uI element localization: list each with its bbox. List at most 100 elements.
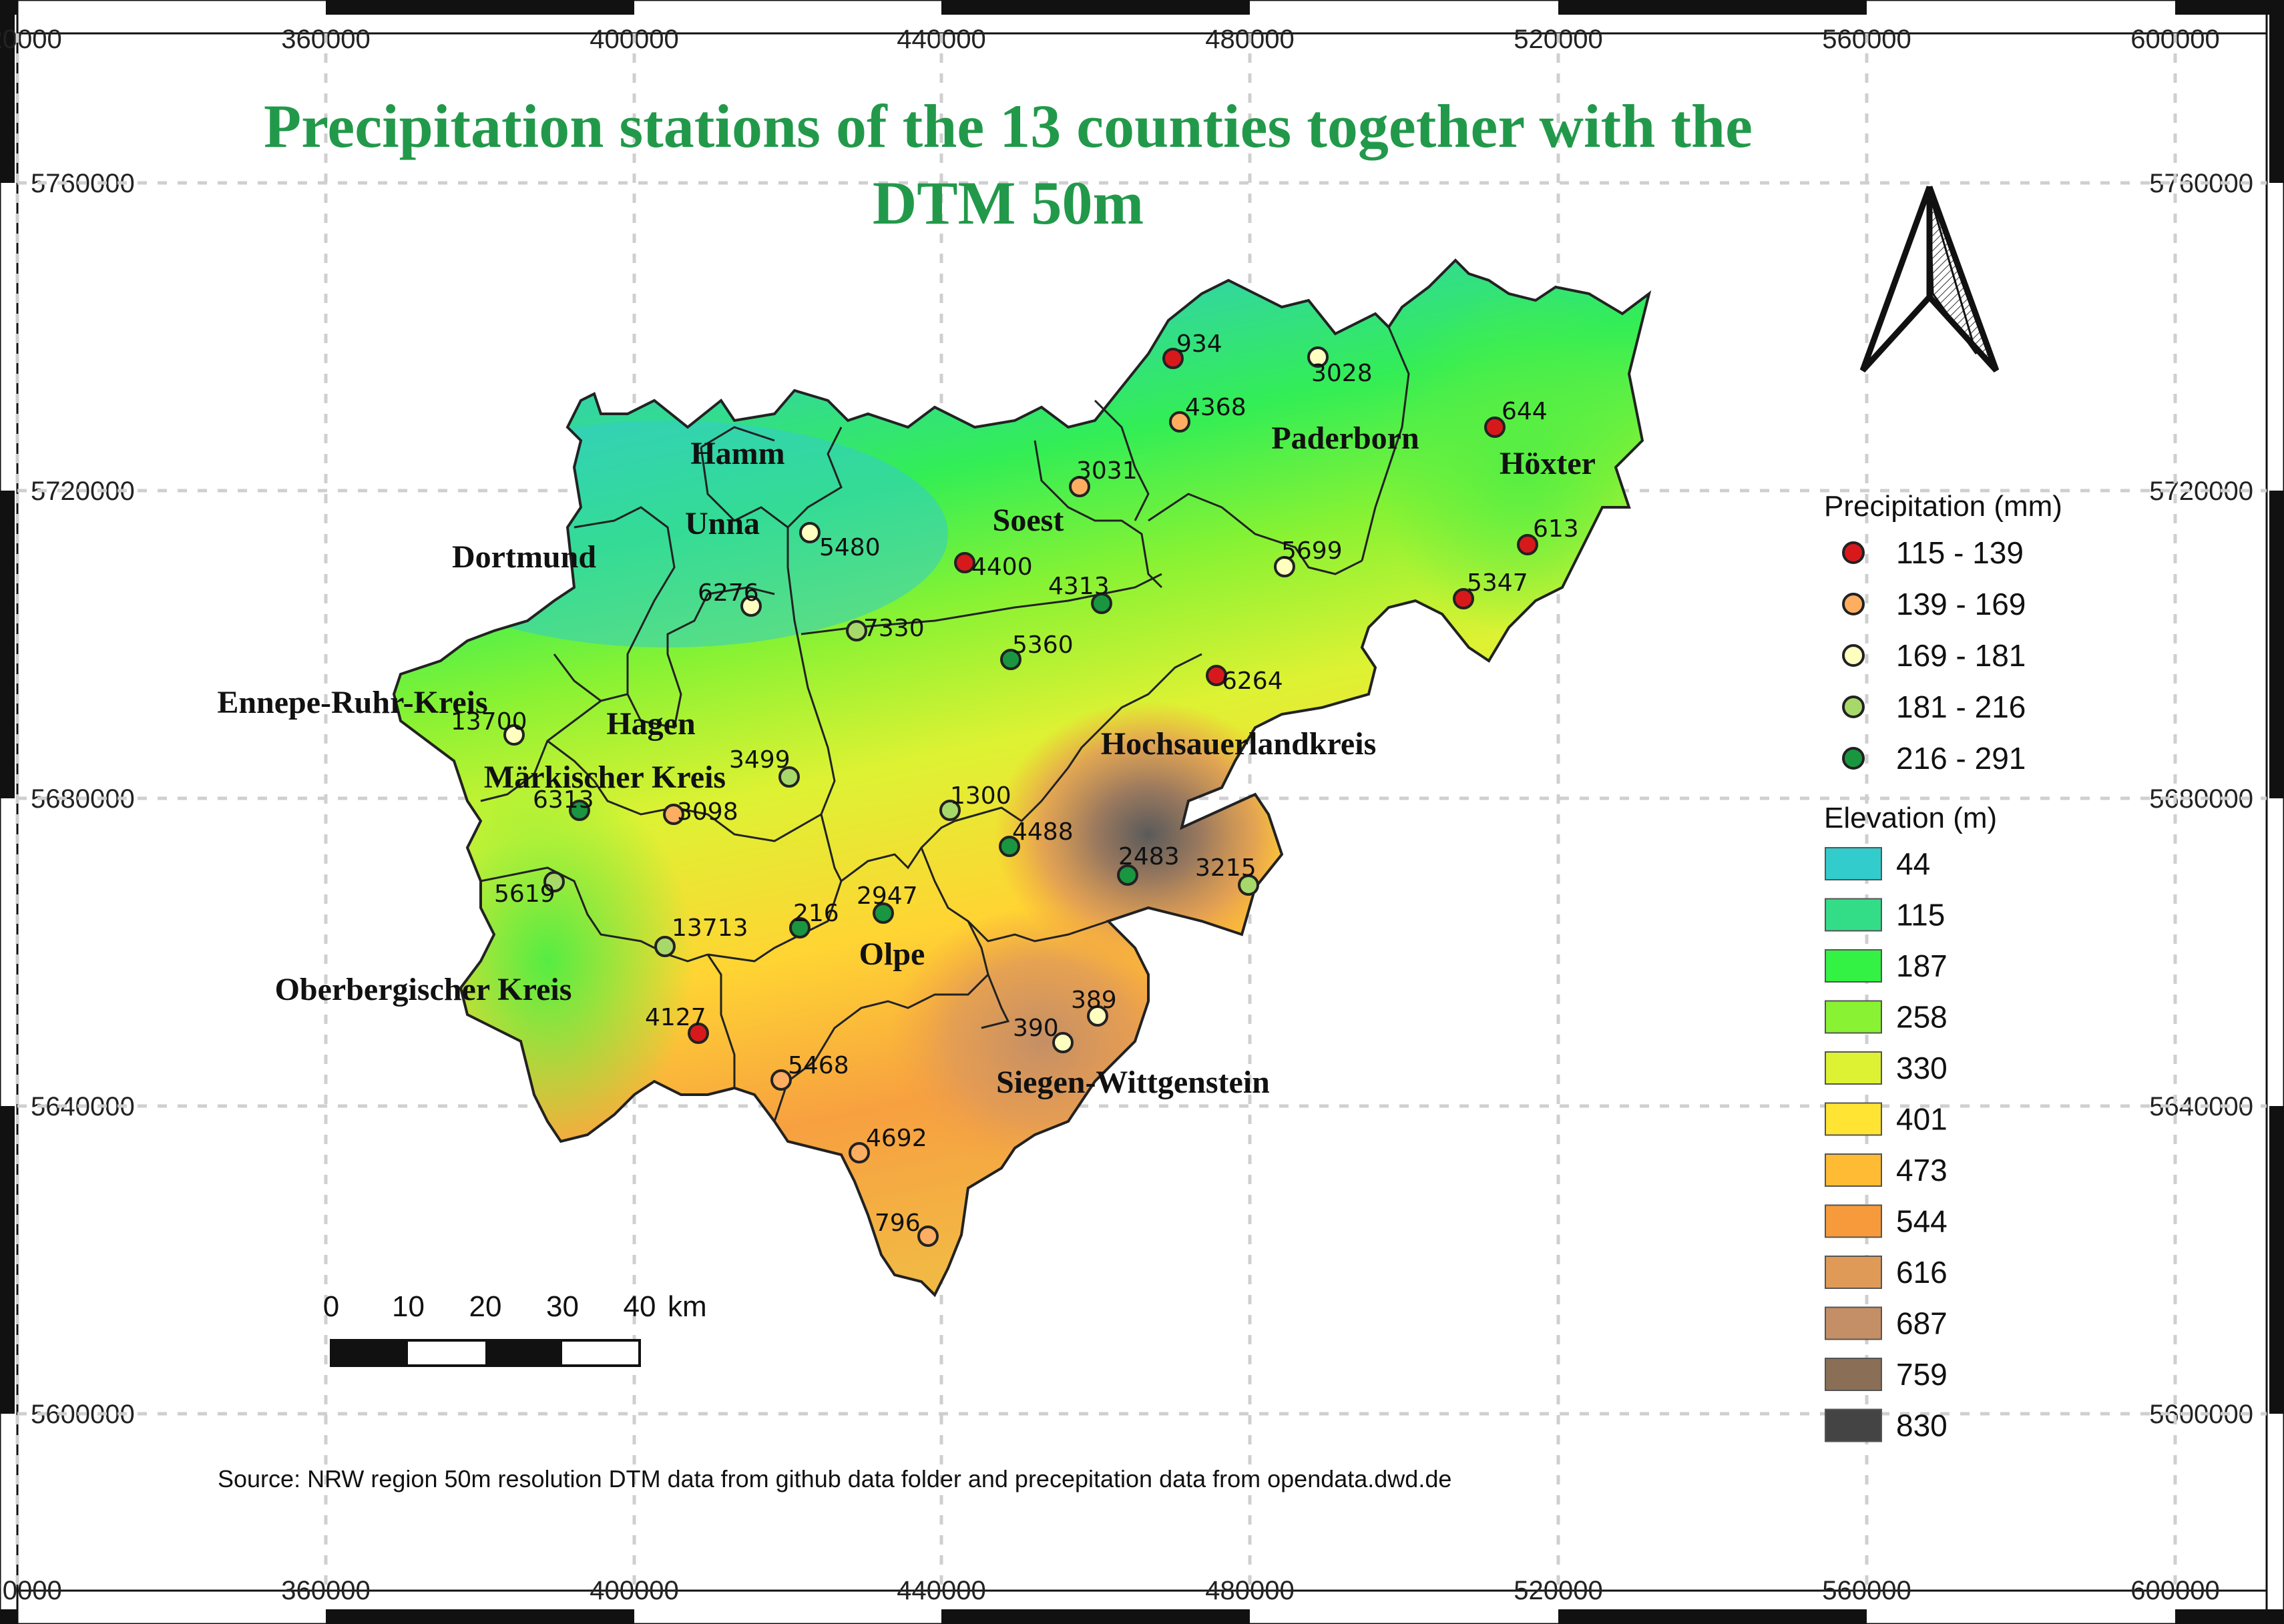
station-marker: 4127 — [645, 1004, 709, 1044]
county-labels: Hamm Unna Dortmund Soest Paderborn Höxter Enne… — [217, 421, 1596, 1100]
station-label: 613 — [1533, 515, 1579, 543]
county-label: Siegen-Wittgenstein — [996, 1065, 1270, 1100]
legend-elev-label: 759 — [1896, 1357, 1948, 1392]
legend-elev-label: 187 — [1896, 949, 1948, 983]
station-label: 5347 — [1467, 569, 1528, 597]
scale-bar-label: 10 — [392, 1290, 425, 1323]
county-label: Höxter — [1500, 446, 1596, 481]
county-label: Dortmund — [452, 539, 596, 575]
station-marker: 3028 — [1307, 346, 1373, 387]
legend-elev-label: 830 — [1896, 1408, 1948, 1443]
legend-elev-item: 830 — [1825, 1408, 1948, 1443]
station-marker: 389 — [1071, 987, 1117, 1027]
station-marker: 5468 — [770, 1052, 849, 1091]
station-label: 4692 — [866, 1125, 927, 1152]
legend-elev-item: 401 — [1825, 1102, 1948, 1137]
station-label: 3215 — [1195, 854, 1257, 882]
legend-precip-item: 216 - 291 — [1842, 741, 2026, 776]
legend-precip-title: Precipitation (mm) — [1824, 490, 2062, 523]
station-marker: 3499 — [729, 746, 800, 788]
station-marker: 5480 — [799, 522, 881, 561]
legend-elev-item: 330 — [1825, 1051, 1948, 1085]
legend-elev-item: 258 — [1825, 1000, 1948, 1035]
station-label: 5468 — [788, 1052, 849, 1079]
station-label: 5619 — [494, 880, 555, 908]
station-marker: 2483 — [1117, 843, 1180, 886]
scale-bar-label: 0 — [323, 1290, 339, 1323]
station-label: 1300 — [950, 782, 1011, 810]
legend-precip-item: 115 - 139 — [1842, 535, 2024, 570]
legend-elev-label: 330 — [1896, 1051, 1948, 1085]
station-marker: 6264 — [1206, 665, 1283, 695]
scale-bar: 0 10 20 30 40 km — [323, 1290, 707, 1367]
station-marker: 613 — [1517, 515, 1579, 555]
station-marker: 2947 — [857, 882, 918, 924]
station-marker: 4488 — [999, 818, 1074, 857]
station-marker: 934 — [1162, 330, 1222, 369]
legend-elev-title: Elevation (m) — [1824, 802, 1997, 834]
legend-elev-label: 616 — [1896, 1255, 1948, 1290]
legend-elev-item: 115 — [1825, 898, 1945, 932]
station-label: 796 — [875, 1209, 921, 1237]
scale-bar-unit: km — [668, 1290, 707, 1323]
legend-elev-item: 544 — [1825, 1204, 1948, 1239]
legend-elev-label: 401 — [1896, 1102, 1948, 1137]
legend-precip-item: 139 - 169 — [1842, 587, 2026, 621]
county-label: Olpe — [859, 936, 925, 972]
legend-elev-label: 544 — [1896, 1204, 1948, 1239]
station-label: 2947 — [857, 882, 918, 910]
station-marker: 4313 — [1048, 573, 1112, 614]
legend-elev-item: 473 — [1825, 1153, 1948, 1187]
legend-elev-item: 187 — [1825, 949, 1948, 983]
station-label: 3031 — [1076, 457, 1138, 485]
station-label: 13700 — [451, 708, 527, 736]
legend-elev-label: 687 — [1896, 1306, 1948, 1341]
station-marker: 6276 — [698, 579, 762, 617]
station-marker: 3031 — [1069, 457, 1138, 497]
legend-elev-item: 616 — [1825, 1255, 1948, 1290]
map-title-line-2: DTM 50m — [873, 169, 1144, 237]
legend-precip-item: 181 - 216 — [1842, 690, 2026, 724]
station-label: 4488 — [1012, 818, 1074, 846]
source-note: Source: NRW region 50m resolution DTM da… — [218, 1465, 1451, 1493]
legend-precip-label: 139 - 169 — [1896, 587, 2026, 621]
station-label: 389 — [1071, 987, 1117, 1014]
station-label: 390 — [1013, 1015, 1059, 1042]
station-marker: 13713 — [654, 914, 748, 957]
station-marker: 644 — [1484, 398, 1548, 438]
station-label: 4400 — [971, 553, 1033, 581]
legend-precip-item: 169 - 181 — [1842, 638, 2026, 673]
legend: Precipitation (mm) 115 - 139 139 - 169 169… — [1824, 490, 2062, 1443]
station-label: 4313 — [1048, 573, 1110, 600]
county-label: Soest — [993, 503, 1064, 538]
county-label: Hagen — [606, 706, 695, 742]
station-marker: 5699 — [1274, 537, 1343, 577]
county-label: Ennepe-Ruhr-Kreis — [217, 685, 487, 720]
station-label: 7330 — [863, 615, 925, 642]
station-marker: 6313 — [533, 786, 594, 821]
legend-precip-label: 169 - 181 — [1896, 638, 2026, 673]
station-marker: 3098 — [663, 798, 738, 826]
legend-precip-label: 216 - 291 — [1896, 741, 2026, 776]
legend-elev-item: 759 — [1825, 1357, 1948, 1392]
station-label: 3028 — [1311, 360, 1373, 387]
station-marker: 216 — [789, 900, 839, 938]
scale-bar-label: 30 — [546, 1290, 579, 1323]
station-marker: 796 — [875, 1209, 939, 1247]
station-marker: 5360 — [1000, 631, 1074, 670]
precipitation-stations: 934 3028 4368 644 3031 5480 4400 5699 613 6276 431… — [451, 330, 1579, 1247]
x-tick-label-bottom: 320000 — [0, 1576, 62, 1605]
county-label: Oberbergischer Kreis — [275, 972, 572, 1007]
station-marker: 4368 — [1169, 394, 1246, 433]
north-arrow-icon — [1859, 186, 2000, 373]
station-label: 3499 — [729, 746, 790, 774]
legend-elev-label: 44 — [1896, 846, 1930, 881]
station-marker: 390 — [1013, 1015, 1074, 1053]
station-label: 6313 — [533, 786, 594, 814]
county-label: Hochsauerlandkreis — [1101, 726, 1377, 762]
station-marker: 1300 — [939, 782, 1011, 821]
station-label: 216 — [793, 900, 839, 927]
station-marker: 7330 — [846, 615, 925, 642]
map-title-line-1: Precipitation stations of the 13 countie… — [264, 92, 1753, 160]
